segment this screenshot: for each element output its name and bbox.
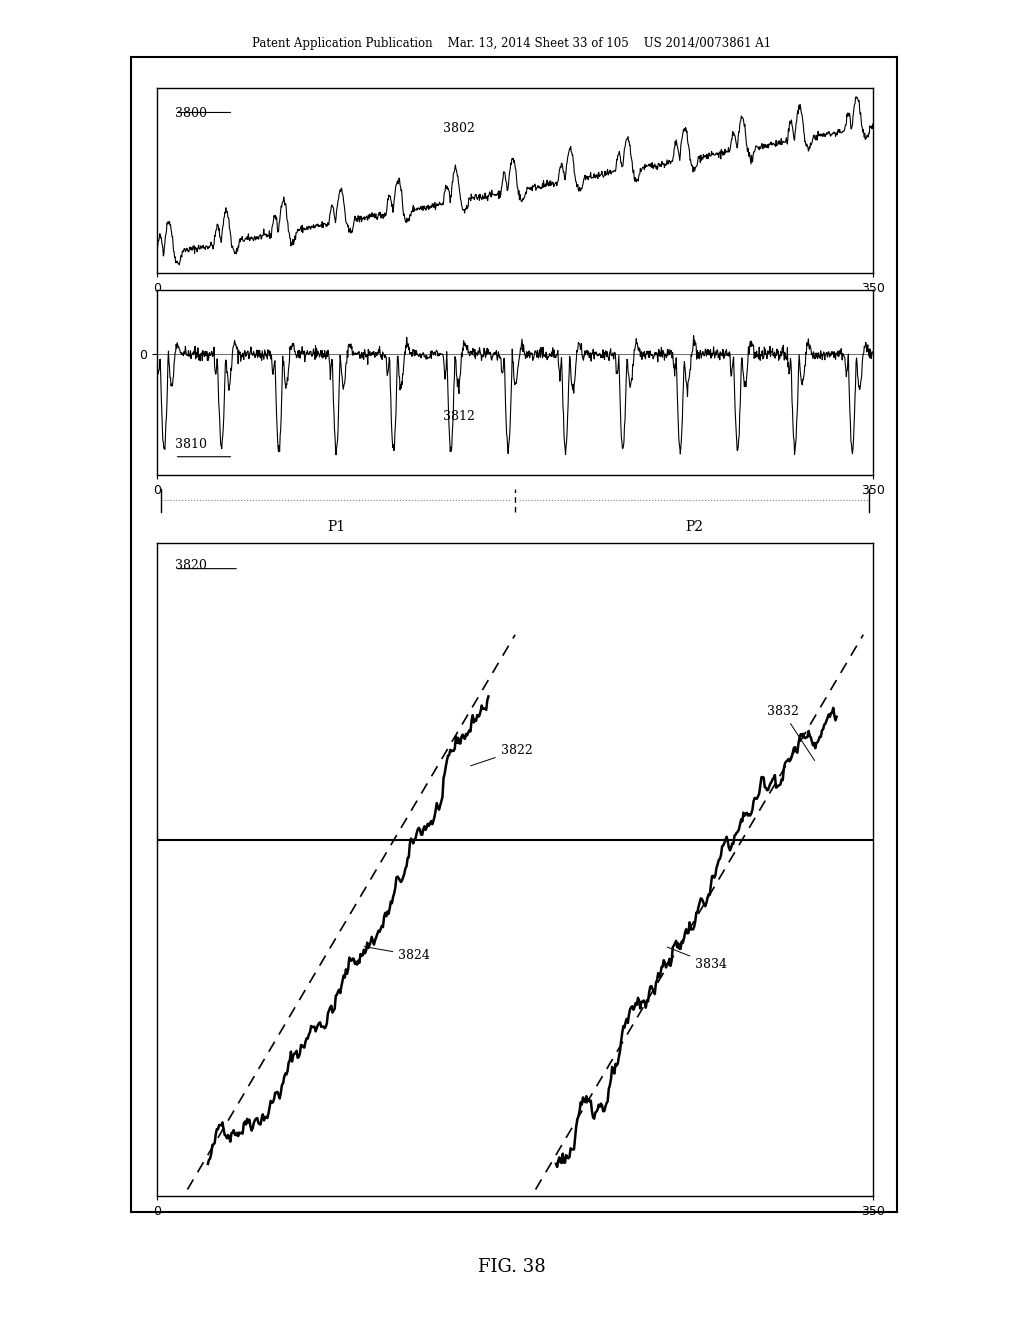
Text: 3810: 3810	[174, 438, 207, 451]
Text: FIG. 38: FIG. 38	[478, 1258, 546, 1276]
Text: Patent Application Publication    Mar. 13, 2014 Sheet 33 of 105    US 2014/00738: Patent Application Publication Mar. 13, …	[253, 37, 771, 50]
Text: P1: P1	[327, 520, 345, 535]
Text: 3802: 3802	[443, 121, 475, 135]
Text: 3822: 3822	[471, 744, 532, 766]
Text: 3812: 3812	[443, 411, 475, 424]
Text: 3834: 3834	[668, 948, 727, 972]
Text: P2: P2	[685, 520, 703, 535]
Text: 3832: 3832	[767, 705, 815, 760]
Text: 3820: 3820	[174, 558, 207, 572]
Text: 3800: 3800	[174, 107, 207, 120]
Text: 3824: 3824	[365, 946, 430, 962]
